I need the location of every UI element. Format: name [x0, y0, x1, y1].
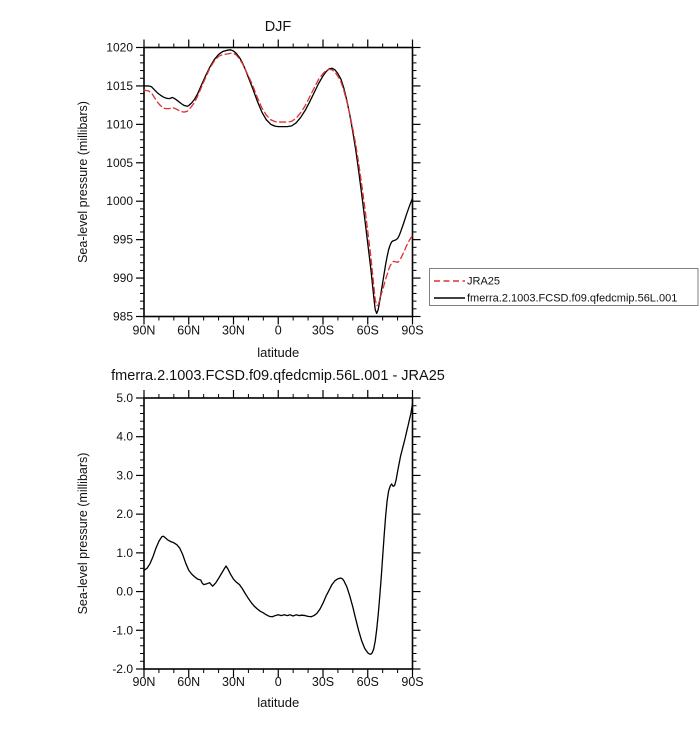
- legend-box: [429, 268, 699, 306]
- y-tick-label: 3.0: [116, 468, 133, 482]
- x-tick-label: 90N: [133, 324, 156, 338]
- y-tick-label: 2.0: [116, 507, 133, 521]
- chart-top: [136, 39, 699, 325]
- x-tick-label: 60S: [357, 675, 379, 689]
- figure-canvas: 90N 60N 30N 0 30S 60S 90S 1020 1015 1010 1005 1000 9…: [40, 16, 700, 716]
- x-tick-label: 30S: [312, 324, 334, 338]
- model-line: [143, 49, 414, 315]
- y-tick-label: 1010: [106, 117, 133, 131]
- x-tick-label: 90N: [133, 675, 156, 689]
- y-tick-label: 990: [113, 271, 133, 285]
- y-tick-label: -2.0: [112, 662, 133, 676]
- x-tick-label: 90S: [401, 324, 423, 338]
- y-axis-label: Sea-level pressure (millibars): [76, 101, 90, 263]
- bottom-chart-title: fmerra.2.1003.FCSD.f09.qfedcmip.56L.001 …: [111, 368, 445, 384]
- y-tick-label: 1015: [106, 79, 133, 93]
- y-axis-label: Sea-level pressure (millibars): [76, 453, 90, 615]
- y-tick-label: -1.0: [112, 623, 133, 637]
- chart-bottom: [136, 390, 421, 677]
- y-tick-label: 5.0: [116, 391, 133, 405]
- y-tick-label: 1020: [106, 41, 133, 55]
- y-tick-label: 995: [113, 233, 133, 247]
- y-tick-label: 985: [113, 310, 133, 324]
- x-axis-label: latitude: [257, 345, 299, 360]
- x-tick-label: 60N: [177, 675, 200, 689]
- x-tick-label: 30N: [222, 675, 245, 689]
- axis-ticks: [136, 390, 421, 677]
- y-tick-label: 4.0: [116, 430, 133, 444]
- x-tick-label: 90S: [401, 675, 423, 689]
- x-tick-label: 60N: [177, 324, 200, 338]
- y-tick-label: 1000: [106, 194, 133, 208]
- jra25-line: [143, 52, 414, 307]
- x-tick-label: 0: [275, 324, 282, 338]
- sea-level-pressure-figure: 90N 60N 30N 0 30S 60S 90S 1020 1015 1010 1005 1000 9…: [76, 19, 699, 710]
- x-tick-label: 60S: [357, 324, 379, 338]
- difference-line: [143, 403, 414, 655]
- top-chart-title: DJF: [265, 19, 292, 35]
- x-tick-label: 30S: [312, 675, 334, 689]
- y-tick-label: 1005: [106, 156, 133, 170]
- axis-ticks: [136, 39, 421, 325]
- y-tick-label: 1.0: [116, 546, 133, 560]
- legend-label: JRA25: [467, 276, 500, 288]
- y-tick-label: 0.0: [116, 585, 133, 599]
- x-tick-label: 0: [275, 675, 282, 689]
- x-axis-label: latitude: [257, 695, 299, 710]
- legend-label: fmerra.2.1003.FCSD.f09.qfedcmip.56L.001: [467, 293, 677, 305]
- plot-frame: [143, 397, 414, 670]
- legend: [429, 268, 699, 306]
- x-tick-label: 30N: [222, 324, 245, 338]
